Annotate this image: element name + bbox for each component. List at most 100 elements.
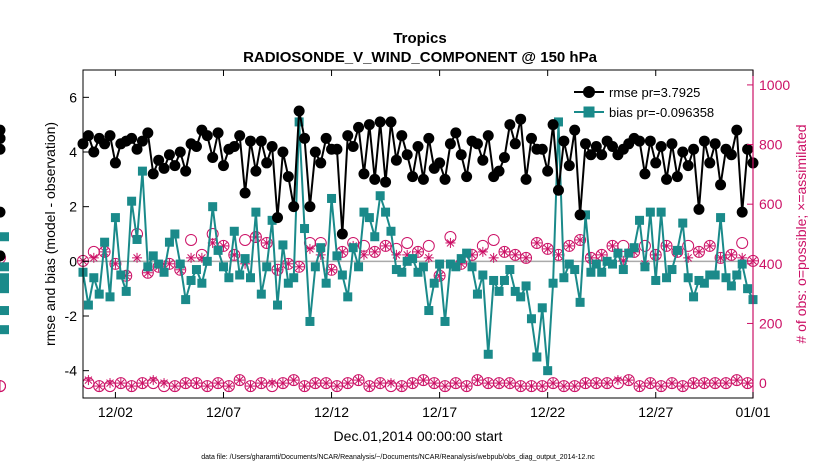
rmse-marker — [353, 121, 365, 133]
obs-assimilated-marker — [542, 243, 553, 254]
bias-marker — [332, 251, 342, 261]
obs-assimilated-marker — [88, 252, 99, 263]
rmse-marker — [731, 124, 743, 136]
asterisk-stroke — [214, 379, 222, 387]
obs-assimilated-marker — [132, 252, 143, 263]
bias-marker — [310, 262, 320, 272]
bias-marker — [354, 262, 364, 272]
obs-assimilated-marker — [250, 231, 261, 242]
asterisk-stroke — [165, 259, 174, 268]
y-tick-label: 4 — [69, 144, 77, 160]
obs-possible-marker — [655, 380, 668, 393]
x-tick-label: 12/27 — [638, 404, 673, 420]
obs-assimilated-marker — [245, 381, 256, 392]
obs-possible-marker — [239, 233, 252, 246]
rmse-marker — [709, 138, 721, 150]
rmse-marker — [385, 116, 397, 128]
asterisk-stroke — [322, 379, 330, 387]
bias-marker — [154, 259, 164, 269]
asterisk-stroke — [608, 242, 617, 250]
obs-assimilated-marker — [277, 378, 288, 389]
obs-possible-marker — [568, 380, 581, 393]
obs-assimilated-marker — [483, 378, 494, 389]
obs-assimilated-marker — [553, 249, 564, 260]
y2-tick-label: 800 — [759, 137, 783, 153]
bias-marker — [505, 265, 515, 275]
bias-marker — [132, 234, 142, 244]
bias-marker — [370, 232, 380, 242]
bias-marker — [267, 215, 277, 225]
obs-assimilated-marker — [294, 261, 305, 272]
bias-marker — [202, 256, 212, 266]
asterisk-stroke — [333, 382, 341, 390]
bias-marker — [116, 270, 126, 280]
bias-marker — [635, 215, 645, 225]
bias-marker — [489, 275, 499, 285]
bias-marker — [300, 224, 310, 234]
obs-assimilated-marker — [126, 381, 137, 392]
obs-possible-marker — [428, 377, 441, 390]
rmse-marker — [704, 157, 716, 169]
chart-title: Tropics — [393, 30, 446, 47]
rmse-marker — [493, 165, 505, 177]
y-tick-label: 0 — [69, 253, 77, 269]
bias-marker — [645, 207, 655, 217]
asterisk-stroke — [446, 239, 455, 247]
obs-assimilated-marker — [213, 378, 224, 389]
rmse-marker — [0, 143, 6, 155]
asterisk-stroke — [181, 379, 190, 387]
obs-assimilated-marker — [548, 378, 559, 389]
asterisk-stroke — [624, 376, 633, 384]
bias-marker — [629, 243, 639, 253]
bias-marker — [170, 229, 180, 239]
asterisk-stroke — [268, 379, 276, 387]
rmse-marker — [644, 135, 656, 147]
bias-marker — [100, 237, 110, 247]
rmse-marker — [412, 141, 424, 153]
rmse-marker — [390, 154, 402, 166]
obs-possible-marker — [617, 239, 630, 252]
rmse-marker — [0, 250, 6, 262]
bias-marker — [478, 270, 488, 280]
obs-possible-marker — [649, 248, 662, 261]
bias-marker — [364, 213, 374, 223]
plot-area: -4 -2 0 2 4 6 0 200 400 600 800 1000 12/02 12/07 12/12… — [0, 69, 790, 420]
asterisk-stroke — [289, 376, 298, 384]
asterisk-stroke — [133, 254, 141, 262]
obs-possible-marker — [541, 242, 554, 255]
obs-possible-marker — [287, 374, 300, 387]
bias-marker — [537, 303, 547, 313]
obs-assimilated-marker — [699, 378, 710, 389]
bias-marker — [689, 292, 699, 302]
obs-assimilated-marker — [440, 381, 451, 392]
bias-marker — [499, 275, 509, 285]
asterisk-stroke — [478, 248, 487, 256]
rmse-marker — [407, 171, 419, 183]
rmse-marker — [482, 130, 494, 142]
obs-possible-marker — [547, 377, 560, 390]
obs-assimilated-marker — [521, 252, 532, 263]
bias-marker — [229, 226, 239, 236]
rmse-marker — [201, 130, 213, 142]
obs-assimilated-marker — [650, 249, 661, 260]
asterisk-stroke — [257, 379, 266, 387]
obs-assimilated-marker — [494, 378, 505, 389]
bias-marker — [548, 278, 558, 288]
bias-marker — [726, 281, 736, 291]
rmse-marker — [250, 165, 262, 177]
rmse-marker — [682, 160, 694, 172]
bias-marker — [640, 262, 650, 272]
asterisk-stroke — [732, 376, 741, 384]
obs-assimilated-marker — [375, 378, 386, 389]
asterisk-stroke — [225, 382, 233, 390]
bias-marker — [683, 273, 693, 283]
bias-marker — [575, 297, 585, 307]
bias-marker — [321, 278, 331, 288]
rmse-marker — [558, 135, 570, 147]
asterisk-stroke — [430, 379, 439, 387]
x-tick-label: 12/07 — [206, 404, 241, 420]
rmse-marker — [304, 201, 316, 213]
x-axis-label: Dec.01,2014 00:00:00 start — [334, 428, 503, 444]
obs-assimilated-marker — [704, 240, 715, 251]
bias-marker — [559, 273, 569, 283]
